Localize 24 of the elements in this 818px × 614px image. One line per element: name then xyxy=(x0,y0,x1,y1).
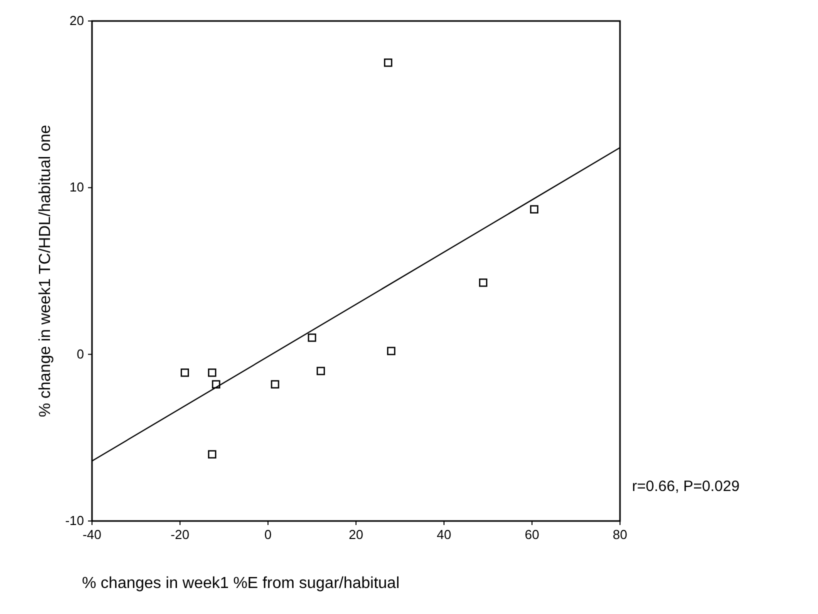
point xyxy=(384,58,392,67)
y-axis-title: % change in week1 TC/HDL/habitual one xyxy=(37,124,54,418)
point xyxy=(208,450,216,458)
y-tick-label: -10 xyxy=(65,513,84,528)
x-tick-label: 80 xyxy=(612,527,628,542)
text: r=0.66, P=0.029 xyxy=(632,478,740,495)
point xyxy=(479,278,488,287)
x-axis-title: % changes in week1 %E from sugar/habitual xyxy=(82,575,400,592)
x-tick-label: 40 xyxy=(436,527,452,542)
point xyxy=(316,366,325,376)
point xyxy=(308,334,316,342)
x-tick-label: -20 xyxy=(170,527,190,542)
y-tick-label: 20 xyxy=(70,13,84,28)
point xyxy=(180,368,189,377)
y-tick-label: 10 xyxy=(70,180,84,195)
x-tick-label: 20 xyxy=(348,527,364,542)
y-tick-label: 0 xyxy=(76,346,84,362)
point xyxy=(530,205,538,214)
point xyxy=(387,346,396,356)
point xyxy=(208,368,216,377)
x-tick-label: -40 xyxy=(82,527,102,542)
x-tick-label: 0 xyxy=(264,527,272,542)
x-tick-label: 60 xyxy=(524,527,540,542)
point xyxy=(270,380,280,388)
